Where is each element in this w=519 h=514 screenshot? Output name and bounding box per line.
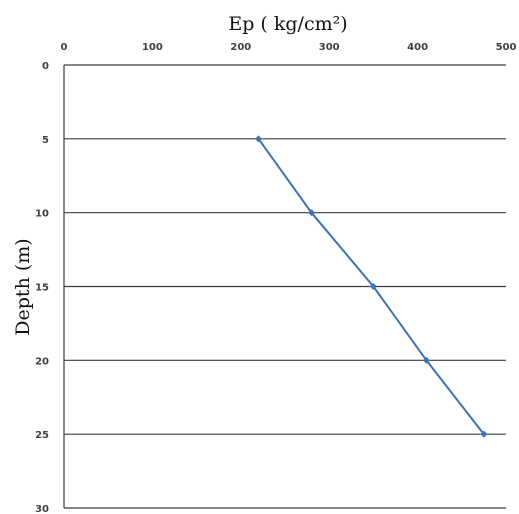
gridlines <box>64 138 506 435</box>
data-point <box>422 356 430 364</box>
axes <box>63 64 506 509</box>
x-tick-label: 0 <box>61 42 68 53</box>
y-tick-label: 0 <box>42 61 49 72</box>
y-tick-label: 25 <box>35 430 49 441</box>
x-tick-label: 100 <box>142 42 163 53</box>
data-point <box>254 135 262 143</box>
y-tick-label: 20 <box>35 356 49 367</box>
data-series <box>254 135 488 438</box>
y-axis-title: Depth (m) <box>12 238 34 335</box>
y-tick-label: 15 <box>35 283 49 294</box>
y-tick-label: 10 <box>35 209 49 220</box>
x-tick-label: 400 <box>407 42 428 53</box>
data-point <box>308 209 316 217</box>
y-tick-label: 30 <box>35 504 49 514</box>
x-axis-title: Ep ( kg/cm²) <box>228 13 347 35</box>
x-tick-label: 300 <box>319 42 340 53</box>
data-point <box>369 283 377 290</box>
x-tick-label: 500 <box>496 42 517 53</box>
x-tick-label: 200 <box>230 42 251 53</box>
data-point <box>480 430 488 438</box>
y-tick-labels: 0 5 10 15 20 25 30 <box>35 61 49 514</box>
y-tick-label: 5 <box>42 135 49 146</box>
x-tick-labels: 0 100 200 300 400 500 <box>61 42 517 53</box>
